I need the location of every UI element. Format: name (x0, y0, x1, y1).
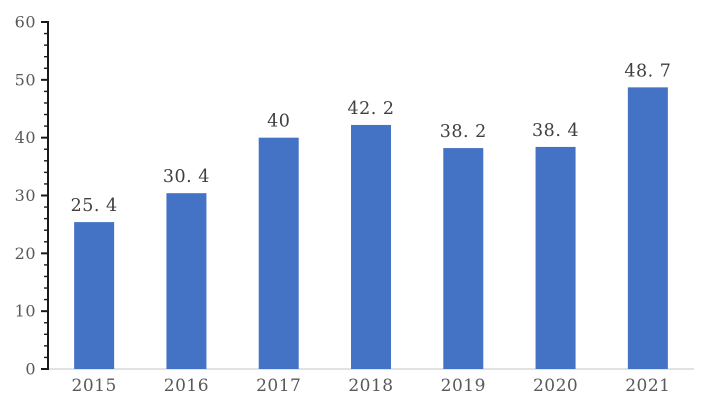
y-tick-label-40: 40 (15, 128, 36, 147)
bar-2016 (166, 193, 207, 369)
bar-2017 (258, 137, 299, 369)
y-tick-label-10: 10 (15, 302, 36, 321)
x-tick-label-2015: 2015 (72, 376, 117, 396)
data-label-2020: 38. 4 (532, 121, 579, 141)
bar-2015 (74, 222, 115, 369)
x-tick-label-2016: 2016 (164, 376, 209, 396)
bar-2020 (535, 146, 576, 369)
data-label-2021: 48. 7 (624, 61, 671, 81)
data-label-2017: 40 (267, 112, 290, 132)
data-label-2016: 30. 4 (163, 167, 210, 187)
data-label-2018: 42. 2 (347, 99, 394, 119)
bar-2018 (351, 124, 391, 370)
bar-2019 (443, 148, 484, 369)
y-tick-label-60: 60 (15, 13, 36, 32)
x-tick-label-2019: 2019 (441, 376, 486, 396)
y-tick-label-30: 30 (15, 186, 36, 205)
y-tick-label-50: 50 (15, 70, 36, 89)
y-tick-label-0: 0 (25, 360, 36, 379)
bar-2021 (627, 87, 668, 369)
x-tick-label-2018: 2018 (348, 376, 393, 396)
x-tick-label-2017: 2017 (256, 376, 301, 396)
data-label-2015: 25. 4 (71, 196, 118, 216)
x-tick-label-2020: 2020 (533, 376, 578, 396)
y-tick-label-20: 20 (15, 244, 36, 263)
x-tick-label-2021: 2021 (625, 376, 670, 396)
data-label-2019: 38. 2 (440, 122, 487, 142)
